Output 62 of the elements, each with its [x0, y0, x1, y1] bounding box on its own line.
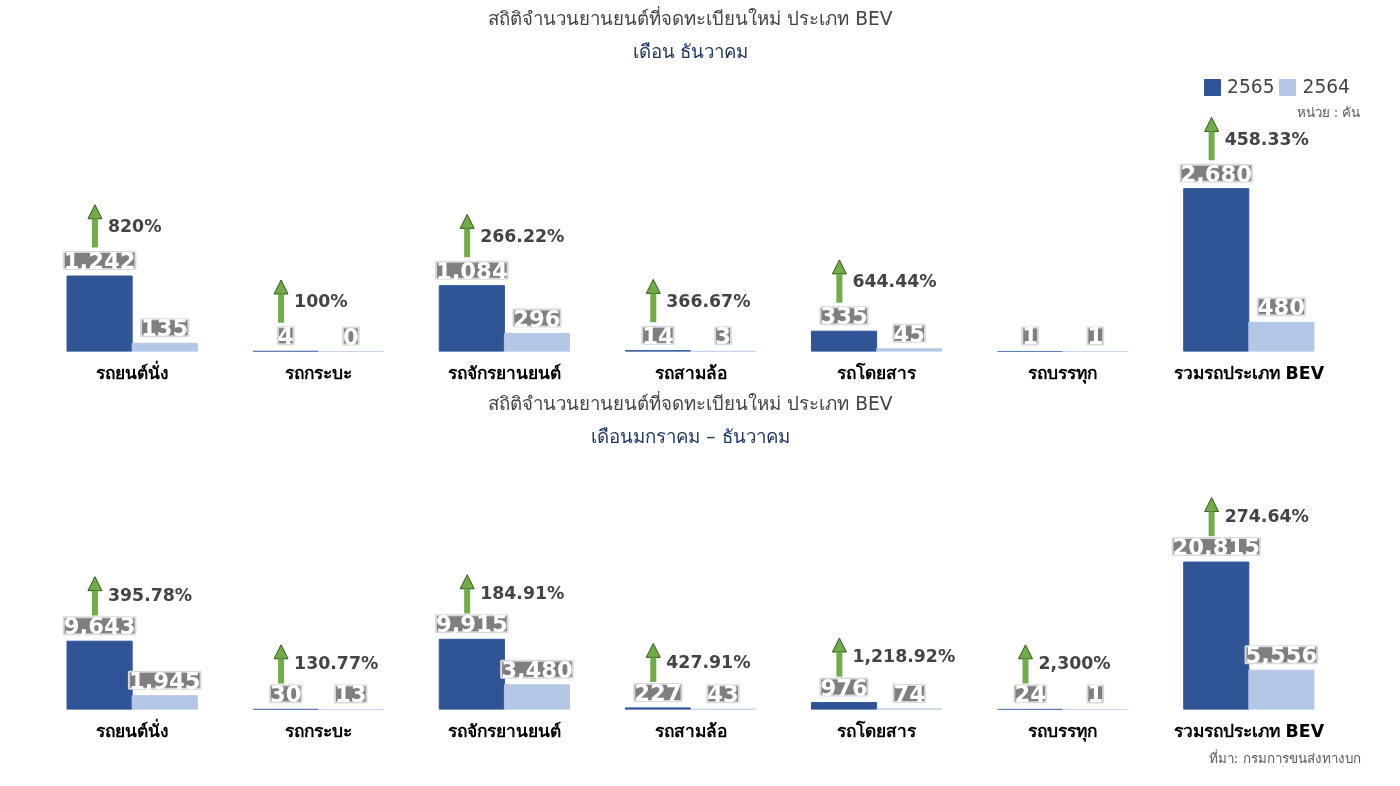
data-label: 1,945: [128, 667, 201, 694]
data-label: 13: [335, 681, 367, 708]
x-tick-label: รถสามล้อ: [654, 362, 727, 383]
data-label: 335: [820, 303, 868, 330]
data-label: 135: [141, 315, 189, 342]
data-label: 9,915: [435, 611, 508, 638]
data-label: 1,242: [63, 248, 136, 275]
annotation: 274.64%: [1224, 505, 1309, 526]
chart-title: สถิติจำนวนยานยนต์ที่จดทะเบียนใหม่ ประเภท BEV: [488, 5, 893, 29]
x-tick-label: รวมรถประเภท BEV: [1173, 362, 1325, 383]
chart-title: สถิติจำนวนยานยนต์ที่จดทะเบียนใหม่ ประเภท BEV: [488, 390, 893, 414]
data-label: 1: [1087, 681, 1104, 708]
annotation: 395.78%: [107, 585, 193, 606]
annotation: 130.77%: [294, 653, 379, 674]
x-tick-label: รถกระบะ: [284, 362, 352, 383]
data-label: 9,643: [63, 613, 136, 640]
annotation: 100%: [294, 291, 348, 312]
x-tick-label: รถยนต์นั่ง: [96, 717, 169, 741]
x-tick-label: รถโดยสาร: [837, 719, 918, 741]
data-label: 14: [642, 322, 674, 349]
annotation: 366.67%: [666, 290, 751, 311]
annotation: 1,218.92%: [852, 646, 956, 667]
x-tick-label: รถโดยสาร: [837, 361, 918, 383]
annotation: 820%: [107, 216, 162, 237]
x-tick-label: รถกระบะ: [284, 720, 352, 741]
data-label: 296: [513, 305, 561, 332]
data-label: 227: [634, 679, 682, 706]
data-label: 976: [820, 674, 868, 701]
chart-subtitle: เดือน ธันวาคม: [632, 40, 749, 62]
data-label: 0: [342, 323, 359, 350]
data-label: 43: [707, 681, 739, 708]
x-tick-label: รถสามล้อ: [654, 720, 727, 741]
data-label: 30: [269, 681, 302, 708]
data-label: 1: [1087, 323, 1104, 350]
data-label: 74: [893, 680, 925, 707]
x-tick-label: รวมรถประเภท BEV: [1173, 720, 1325, 741]
text: หน่วย : คัน: [1296, 104, 1361, 120]
data-label: 1,084: [435, 257, 508, 284]
data-label: 1: [1022, 323, 1039, 350]
x-tick-label: รถบรรทุก: [1028, 362, 1098, 384]
chart-subtitle: เดือนมกราคม – ธันวาคม: [591, 425, 790, 447]
annotation: 644.44%: [852, 271, 937, 292]
data-label: 2,680: [1180, 160, 1253, 187]
data-label: 20,815: [1172, 534, 1260, 561]
x-tick-label: รถบรรทุก: [1028, 720, 1098, 742]
data-label: 5,556: [1245, 642, 1318, 669]
annotation: 2,300%: [1038, 653, 1111, 674]
legend-label: 2564: [1302, 76, 1350, 97]
data-label: 480: [1257, 294, 1306, 321]
data-label: 3,480: [501, 656, 573, 683]
x-tick-label: รถยนต์นั่ง: [96, 359, 169, 383]
data-label: 24: [1014, 681, 1046, 708]
data-label: 45: [893, 320, 925, 347]
annotation: 427.91%: [666, 651, 751, 672]
x-tick-label: รถจักรยานยนต์: [447, 362, 561, 383]
annotation: 184.91%: [480, 583, 565, 604]
annotation: 266.22%: [480, 225, 565, 246]
data-label: 3: [715, 323, 731, 350]
text: ที่มา: กรมการขนส่งทางบก: [1208, 748, 1361, 766]
annotation: 458.33%: [1224, 128, 1309, 149]
x-tick-label: รถจักรยานยนต์: [447, 720, 561, 741]
legend-label: 2565: [1227, 76, 1275, 97]
